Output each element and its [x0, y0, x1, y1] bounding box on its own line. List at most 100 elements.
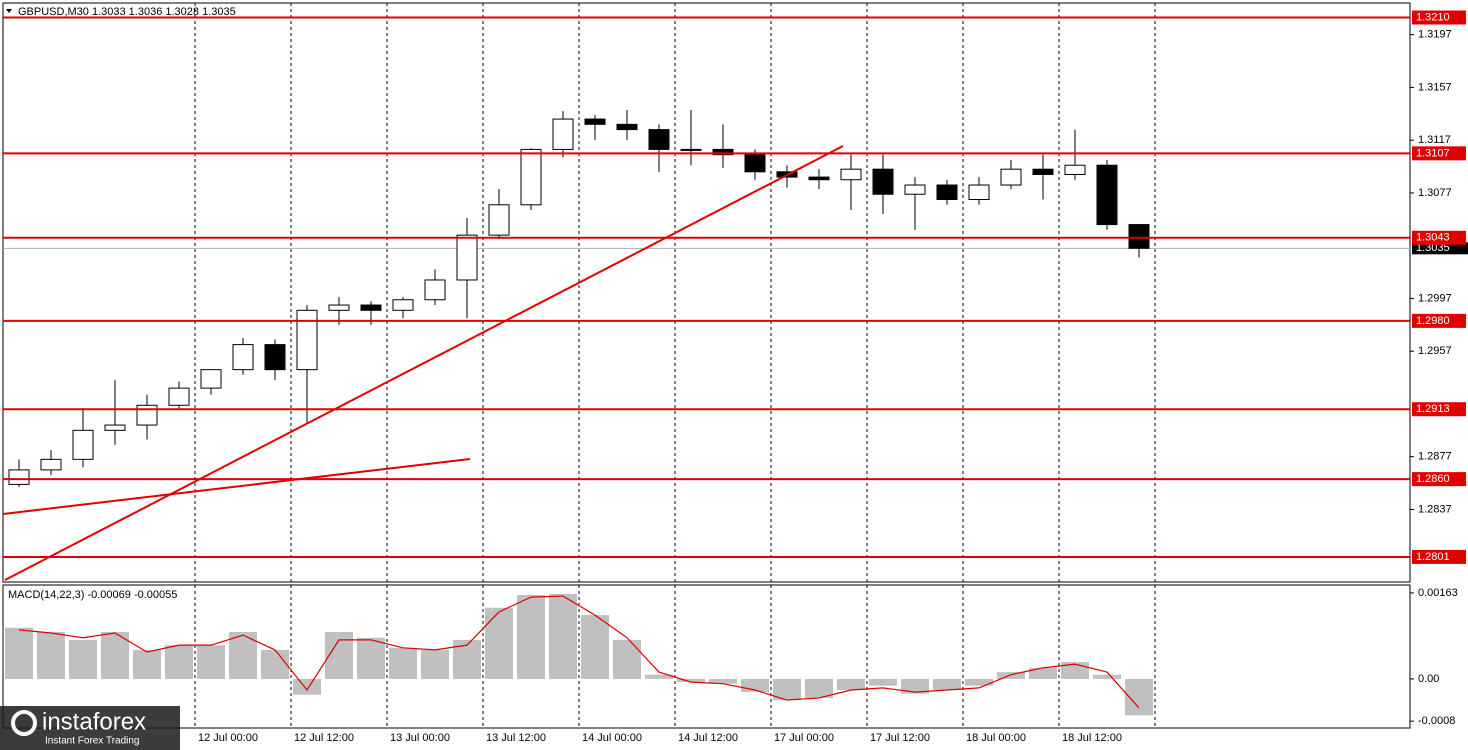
candle-body	[1000, 168, 1022, 186]
level-box	[1412, 549, 1466, 564]
histogram-bar	[485, 607, 513, 679]
x-tick-label: 17 Jul 00:00	[774, 732, 834, 744]
logo-tagline: Instant Forex Trading	[45, 736, 140, 747]
candle-body	[936, 184, 958, 201]
y-tick-label: 1.2877	[1418, 451, 1452, 463]
trend-line	[2, 458, 471, 515]
histogram-bar	[421, 649, 449, 679]
histogram-bar	[645, 674, 673, 679]
candle-body	[488, 204, 510, 236]
level-label: 1.3210	[1416, 11, 1450, 23]
candle-body	[840, 168, 862, 181]
candle-body	[360, 304, 382, 311]
y-tick-label: 0.00163	[1418, 587, 1458, 599]
histogram-bar	[69, 639, 97, 679]
y-tick-label: 1.3117	[1418, 134, 1451, 146]
trend-line	[4, 145, 844, 581]
level-label: 1.2913	[1416, 403, 1450, 415]
level-box	[1412, 313, 1466, 328]
histogram-bar	[357, 637, 385, 679]
y-tick-label: 1.3197	[1418, 29, 1452, 41]
candle-body	[328, 304, 350, 311]
macd-title: MACD(14,22,3) -0.00069 -0.00055	[8, 589, 177, 601]
y-tick-label: 0.00	[1418, 673, 1439, 685]
histogram-bar	[997, 672, 1025, 679]
level-label: 1.3107	[1416, 147, 1450, 159]
candle-body	[712, 148, 734, 156]
logo-icon	[11, 710, 37, 736]
candle-body	[808, 176, 830, 181]
candle-body	[8, 469, 30, 485]
x-tick-label: 14 Jul 12:00	[678, 732, 738, 744]
level-label: 1.2860	[1416, 473, 1450, 485]
candle-body	[168, 387, 190, 406]
candle-body	[616, 123, 638, 131]
level-box	[1412, 402, 1466, 417]
x-tick-label: 12 Jul 00:00	[198, 732, 258, 744]
x-tick-label: 13 Jul 00:00	[390, 732, 450, 744]
x-tick-label: 18 Jul 00:00	[966, 732, 1026, 744]
x-tick-label: 17 Jul 12:00	[870, 732, 930, 744]
histogram-bar	[261, 649, 289, 679]
signal-line	[18, 595, 1140, 709]
candle-body	[392, 299, 414, 311]
histogram-bar	[517, 595, 545, 679]
histogram-bar	[965, 678, 993, 686]
level-box	[1412, 146, 1466, 161]
level-box	[1412, 472, 1466, 487]
histogram-bar	[293, 678, 321, 695]
title-arrow	[6, 9, 12, 13]
histogram-bar	[613, 639, 641, 679]
histogram-bar	[101, 631, 129, 679]
histogram-bar	[805, 678, 833, 698]
candle-body	[104, 424, 126, 431]
candle-body	[72, 429, 94, 460]
candle-body	[904, 184, 926, 195]
histogram-bar	[549, 593, 577, 679]
level-label: 1.2801	[1416, 551, 1450, 563]
candle-body	[456, 234, 478, 281]
histogram-bar	[389, 647, 417, 679]
histogram-bar	[1093, 674, 1121, 679]
candle-body	[264, 344, 286, 371]
histogram-bar	[133, 649, 161, 679]
macd-frame	[2, 584, 1411, 729]
x-tick-label: 14 Jul 00:00	[582, 732, 642, 744]
candle-body	[744, 154, 766, 173]
histogram-bar	[869, 678, 897, 686]
histogram-bar	[901, 678, 929, 694]
histogram-bar	[709, 678, 737, 684]
candle-body	[1128, 224, 1150, 249]
level-box	[1412, 230, 1466, 245]
y-tick-label: 1.3077	[1418, 187, 1452, 199]
candle-body	[680, 148, 702, 151]
candle-body	[968, 184, 990, 201]
candle-body	[1064, 164, 1086, 175]
candle-body	[872, 168, 894, 195]
x-tick-label: 13 Jul 12:00	[486, 732, 546, 744]
y-tick-label: 1.3157	[1418, 81, 1452, 93]
histogram-bar	[581, 615, 609, 679]
price-frame	[2, 2, 1411, 583]
histogram-bar	[165, 645, 193, 679]
y-tick-label: -0.0008	[1418, 715, 1455, 727]
candle-body	[552, 118, 574, 150]
y-tick-label: 1.2957	[1418, 345, 1452, 357]
candle-body	[520, 148, 542, 206]
candle-body	[232, 344, 254, 371]
candle-body	[648, 129, 670, 150]
chart-title: GBPUSD,M30 1.3033 1.3036 1.3028 1.3035	[18, 6, 236, 18]
histogram-bar	[933, 678, 961, 691]
histogram-bar	[37, 631, 65, 679]
x-tick-label: 12 Jul 12:00	[294, 732, 354, 744]
y-tick-label: 1.2997	[1418, 292, 1452, 304]
candle-body	[296, 309, 318, 371]
histogram-bar	[197, 645, 225, 679]
candle-body	[1032, 168, 1054, 175]
x-tick-label: 18 Jul 12:00	[1062, 732, 1122, 744]
histogram-bar	[5, 627, 33, 679]
logo: instaforex Instant Forex Trading	[0, 706, 180, 750]
level-box	[1412, 10, 1466, 25]
candle-body	[40, 458, 62, 471]
logo-name: instaforex	[42, 708, 146, 735]
